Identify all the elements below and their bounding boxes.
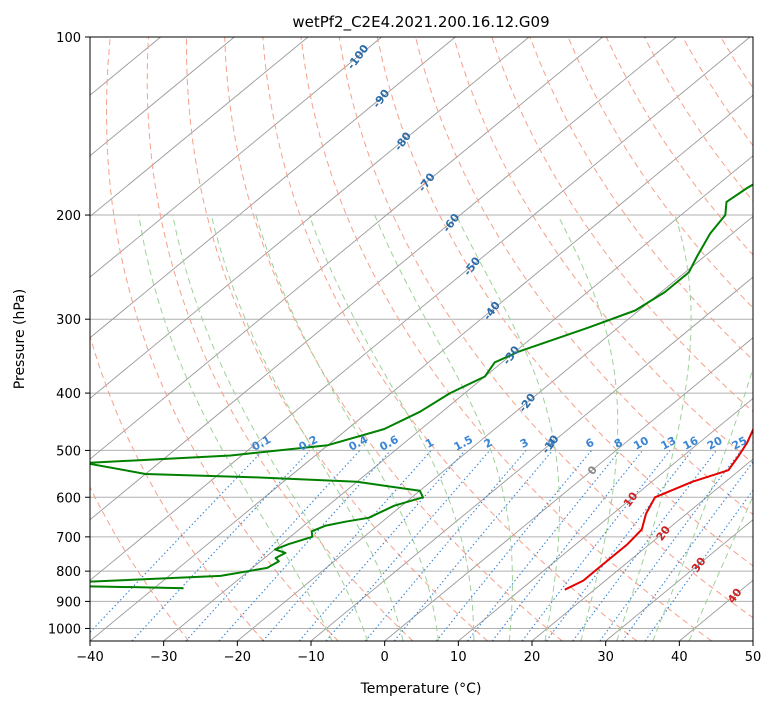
dry-adiabat — [338, 37, 753, 619]
mixing-ratio-line — [90, 450, 264, 634]
dry-adiabat — [224, 37, 563, 641]
dry-adiabat — [376, 37, 753, 567]
mixing-ratio-label: 25 — [730, 434, 750, 453]
mixing-ratio-label: 10 — [631, 434, 651, 453]
mixing-ratio-line — [521, 450, 671, 641]
mixing-ratio-line — [364, 450, 527, 641]
x-axis-label: Temperature (°C) — [360, 681, 482, 697]
y-tick-label: 600 — [56, 491, 81, 506]
mixing-ratio-line — [599, 450, 742, 641]
y-tick-label: 200 — [56, 209, 81, 224]
background-lines — [90, 37, 753, 641]
dewpoint-line — [90, 183, 753, 590]
isotherm-line — [90, 37, 456, 339]
isotherm-line — [310, 276, 753, 641]
series-layer — [90, 183, 753, 591]
dry-adiabat — [90, 334, 264, 641]
isotherm-line — [90, 37, 530, 399]
y-tick-label: 700 — [56, 531, 81, 546]
dry-adiabat — [262, 37, 638, 641]
moist-adiabat — [652, 366, 753, 641]
moist-adiabat — [616, 214, 692, 641]
mixing-ratio-label: 20 — [705, 434, 725, 453]
temperature-line — [564, 427, 753, 591]
mixing-ratio-label: 30 — [750, 434, 770, 453]
dry-adiabat — [105, 37, 339, 641]
moist-adiabat — [374, 214, 513, 641]
mixing-ratio-line — [131, 450, 311, 641]
mixing-ratio-label: 16 — [681, 434, 701, 453]
isotherm-line — [384, 337, 753, 641]
x-tick-label: 50 — [745, 650, 762, 665]
dry-adiabat — [90, 485, 190, 641]
mixing-ratio-line — [218, 450, 392, 641]
y-tick-label: 100 — [56, 31, 81, 46]
dry-adiabat — [146, 37, 414, 641]
mixing-ratio-line — [545, 450, 693, 641]
moist-adiabat — [308, 214, 475, 641]
y-tick-label: 900 — [56, 595, 81, 610]
isotherm-line — [90, 37, 603, 460]
x-tick-label: −20 — [224, 650, 251, 665]
dry-adiabat — [567, 37, 753, 309]
y-tick-label: 1000 — [48, 622, 81, 637]
dry-adiabat — [186, 37, 488, 641]
y-tick-label: 400 — [56, 387, 81, 402]
y-tick-label: 500 — [56, 444, 81, 459]
isotherm-line — [163, 155, 753, 641]
y-axis-label: Pressure (hPa) — [12, 289, 28, 389]
moist-adiabat — [688, 495, 753, 641]
x-tick-label: −10 — [297, 650, 324, 665]
isotherm-line — [90, 37, 677, 521]
moist-adiabat — [210, 214, 404, 641]
mixing-ratio-line — [435, 450, 592, 641]
mixing-ratio-line — [185, 450, 361, 641]
plot-frame — [89, 36, 754, 642]
isotherm-line — [90, 37, 235, 157]
x-tick-label: 0 — [381, 650, 389, 665]
isotherm-line — [458, 397, 753, 641]
x-tick-label: 20 — [524, 650, 541, 665]
isotherm-line — [90, 37, 751, 581]
mixing-ratio-line — [644, 489, 753, 641]
mixing-ratio-line — [621, 461, 753, 641]
x-tick-label: 10 — [450, 650, 467, 665]
isotherm-line — [531, 458, 753, 641]
mixing-ratio-line — [262, 450, 432, 641]
moist-adiabat — [255, 214, 439, 641]
axes: −40 −30 −20 −10 0 10 20 30 40 50 100 200 300 400 500 60… — [48, 31, 761, 665]
isotherm-line — [605, 519, 753, 641]
x-tick-label: −40 — [76, 650, 103, 665]
mixing-ratio-line — [393, 450, 554, 641]
chart-title: wetPf2_C2E4.2021.200.16.12.G09 — [292, 13, 549, 32]
x-tick-label: 30 — [597, 650, 614, 665]
x-tick-label: 40 — [671, 650, 688, 665]
y-tick-label: 300 — [56, 313, 81, 328]
moist-adiabat — [455, 214, 560, 641]
y-tick-label: 800 — [56, 565, 81, 580]
isotherm-line — [90, 37, 382, 278]
mixing-ratio-label: 13 — [659, 434, 679, 453]
x-tick-label: −30 — [150, 650, 177, 665]
moist-adiabat — [172, 214, 369, 641]
mixing-ratio-line — [467, 450, 621, 641]
isotherm-line — [90, 94, 753, 641]
mixing-ratio-line — [572, 450, 717, 641]
isotherm-line — [237, 215, 753, 641]
isotherm-line — [90, 37, 309, 218]
moist-adiabat — [138, 214, 333, 641]
